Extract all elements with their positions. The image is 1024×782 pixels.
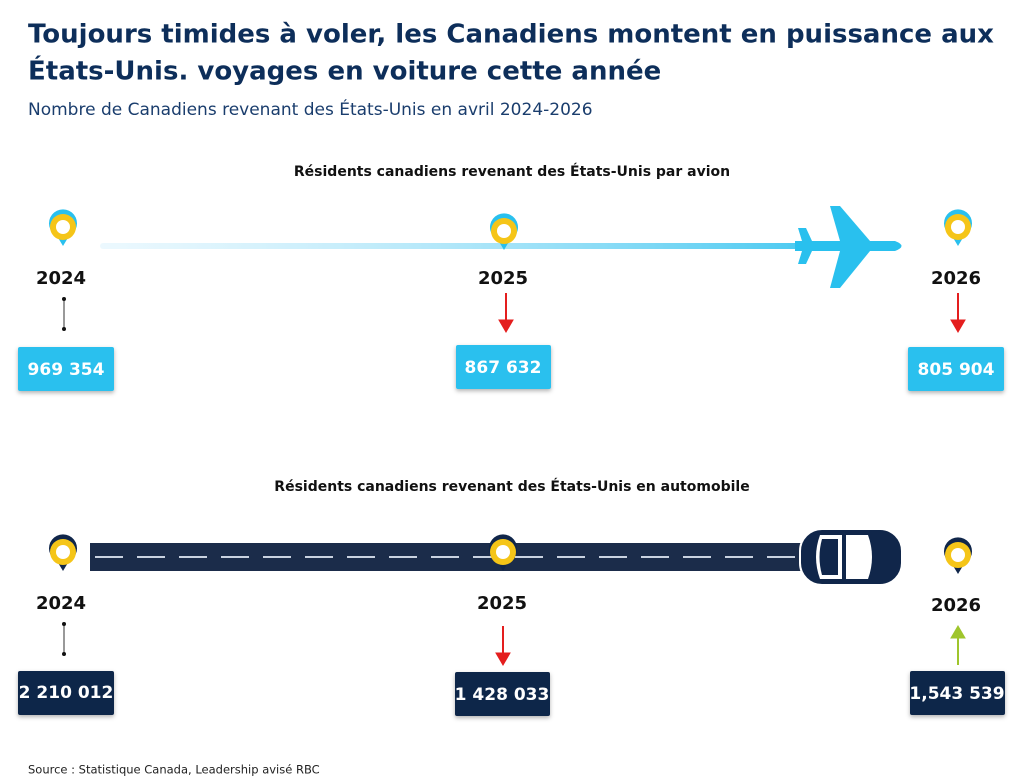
pin xyxy=(944,209,972,246)
value: 1 428 033 xyxy=(455,685,550,705)
subtitle: Nombre de Canadiens revenant des États-U… xyxy=(28,98,593,120)
flight-path xyxy=(100,243,900,249)
year: 2026 xyxy=(931,268,981,289)
panel-heading: Résidents canadiens revenant des États-U… xyxy=(274,478,749,495)
value: 805 904 xyxy=(918,360,995,380)
value: 969 354 xyxy=(28,360,105,380)
value: 867 632 xyxy=(465,358,542,378)
down-arrow xyxy=(950,293,966,333)
panel-heading: Résidents canadiens revenant des États-U… xyxy=(294,163,730,180)
year: 2025 xyxy=(477,593,527,614)
year: 2026 xyxy=(931,595,981,616)
value: 2 210 012 xyxy=(19,683,114,703)
connector xyxy=(62,622,66,656)
value-box xyxy=(910,671,1005,715)
pin xyxy=(944,537,972,574)
pin xyxy=(49,534,77,571)
year: 2025 xyxy=(478,268,528,289)
value-box xyxy=(908,347,1004,391)
title: États-Unis. voyages en voiture cette ann… xyxy=(28,55,661,87)
down-arrow xyxy=(495,626,511,666)
connector xyxy=(62,297,66,331)
value-box xyxy=(455,672,550,716)
value-box xyxy=(18,347,114,391)
year: 2024 xyxy=(36,593,86,614)
plane-icon xyxy=(795,206,902,288)
title: Toujours timides à voler, les Canadiens … xyxy=(28,20,994,50)
car-icon xyxy=(799,528,903,586)
down-arrow xyxy=(498,293,514,333)
pin xyxy=(49,209,77,246)
year: 2024 xyxy=(36,268,86,289)
value: 1,543 539 xyxy=(909,684,1004,704)
value-box xyxy=(456,345,551,389)
up-arrow xyxy=(950,625,966,665)
value-box xyxy=(18,671,114,715)
source: Source : Statistique Canada, Leadership … xyxy=(28,763,320,777)
